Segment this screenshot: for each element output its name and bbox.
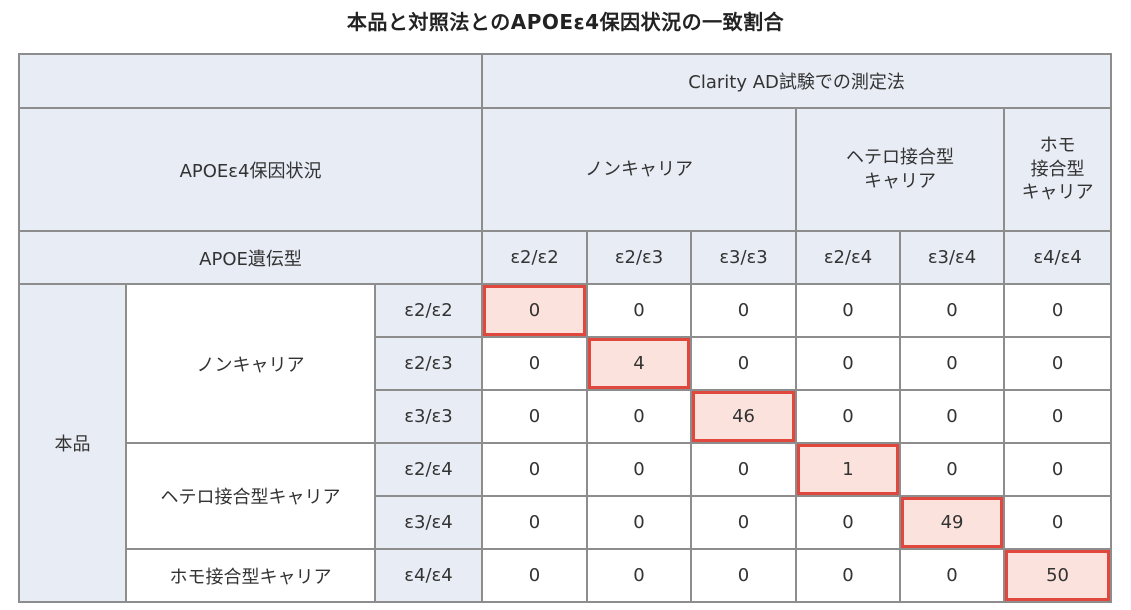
value-cell: 0 (690, 283, 798, 338)
row-genotype: ε4/ε4 (373, 548, 484, 603)
value-cell: 0 (899, 442, 1006, 497)
row-group-hetero: ヘテロ接合型キャリア (125, 442, 376, 550)
group-header-label: ヘテロ接合型 キャリア (846, 147, 955, 192)
table-row: ε3/ε3 0 0 46 0 0 0 (19, 389, 1113, 444)
row-group-noncarrier: ノンキャリア (125, 283, 376, 444)
value-cell-diagonal: 49 (899, 495, 1006, 550)
value-cell: 0 (481, 495, 589, 550)
group-header-hetero: ヘテロ接合型 キャリア (795, 107, 1006, 232)
value-cell: 0 (481, 336, 589, 391)
genotype-col-header: ε3/ε3 (690, 230, 798, 285)
value-cell: 0 (481, 548, 589, 603)
genotype-header: APOE遺伝型 (17, 230, 484, 285)
value-cell: 0 (795, 495, 902, 550)
value-cell: 0 (1003, 442, 1113, 497)
value-cell: 0 (795, 389, 902, 444)
value-cell: 0 (586, 548, 693, 603)
value-cell: 0 (586, 442, 693, 497)
header-row-genotype: APOE遺伝型 ε2/ε2 ε2/ε3 ε3/ε3 ε2/ε4 ε3/ε4 ε4… (17, 230, 1113, 285)
value-cell: 0 (481, 389, 589, 444)
page-title: 本品と対照法とのAPOEε4保因状況の一致割合 (346, 10, 785, 34)
genotype-col-header: ε2/ε2 (481, 230, 589, 285)
product-label: 本品 (18, 283, 127, 603)
value-cell-diagonal: 46 (690, 389, 798, 444)
value-cell: 0 (795, 336, 902, 391)
row-group-homo: ホモ接合型キャリア (125, 548, 376, 603)
header-row-status: APOEε4保因状況 ノンキャリア ヘテロ接合型 キャリア ホモ 接合型 キャリ… (17, 107, 1113, 232)
status-header: APOEε4保因状況 (17, 107, 484, 232)
value-cell: 0 (1003, 283, 1113, 338)
group-header-homo: ホモ 接合型 キャリア (1003, 107, 1113, 232)
genotype-col-header: ε3/ε4 (899, 230, 1006, 285)
value-cell: 0 (690, 442, 798, 497)
table-row: ヘテロ接合型キャリア ε2/ε4 0 0 0 1 0 0 (19, 442, 1113, 550)
value-cell: 0 (690, 548, 798, 603)
row-genotype: ε3/ε3 (373, 389, 484, 444)
table-row: ホモ接合型キャリア ε4/ε4 0 0 0 0 0 50 (19, 548, 1113, 603)
header-row-method: Clarity AD試験での測定法 (17, 53, 1113, 109)
group-header-label: ノンキャリア (585, 158, 694, 180)
value-cell: 0 (586, 495, 693, 550)
value-cell: 0 (1003, 495, 1113, 550)
value-cell: 0 (586, 283, 693, 338)
value-cell: 0 (899, 336, 1006, 391)
group-header-label: ホモ 接合型 キャリア (1021, 135, 1094, 204)
value-cell: 0 (586, 389, 693, 444)
value-cell-diagonal: 50 (1003, 548, 1113, 603)
value-cell: 0 (899, 389, 1006, 444)
value-cell-diagonal: 0 (481, 283, 589, 338)
genotype-col-header: ε2/ε3 (586, 230, 693, 285)
group-header-noncarrier: ノンキャリア (481, 107, 798, 232)
genotype-col-header: ε2/ε4 (795, 230, 902, 285)
table-row: ε3/ε4 0 0 0 0 49 0 (19, 495, 1113, 550)
value-cell: 0 (690, 495, 798, 550)
row-genotype: ε2/ε4 (373, 442, 484, 497)
row-genotype: ε2/ε2 (373, 283, 484, 338)
value-cell: 0 (899, 283, 1006, 338)
value-cell-diagonal: 4 (586, 336, 693, 391)
value-cell: 0 (481, 442, 589, 497)
value-cell: 0 (795, 548, 902, 603)
table-row: 本品 ノンキャリア ε2/ε2 0 0 0 0 0 0 (18, 283, 1113, 603)
value-cell-diagonal: 1 (795, 442, 902, 497)
method-header: Clarity AD試験での測定法 (481, 53, 1113, 109)
row-genotype: ε2/ε3 (373, 336, 484, 391)
value-cell: 0 (795, 283, 902, 338)
row-genotype: ε3/ε4 (373, 495, 484, 550)
corner-cell (17, 53, 484, 109)
value-cell: 0 (1003, 336, 1113, 391)
genotype-col-header: ε4/ε4 (1003, 230, 1113, 285)
value-cell: 0 (899, 548, 1006, 603)
table-row: ε2/ε3 0 4 0 0 0 0 (19, 336, 1113, 391)
value-cell: 0 (690, 336, 798, 391)
concordance-table: Clarity AD試験での測定法 APOEε4保因状況 ノンキャリア ヘテロ接… (17, 53, 1113, 603)
value-cell: 0 (1003, 389, 1113, 444)
